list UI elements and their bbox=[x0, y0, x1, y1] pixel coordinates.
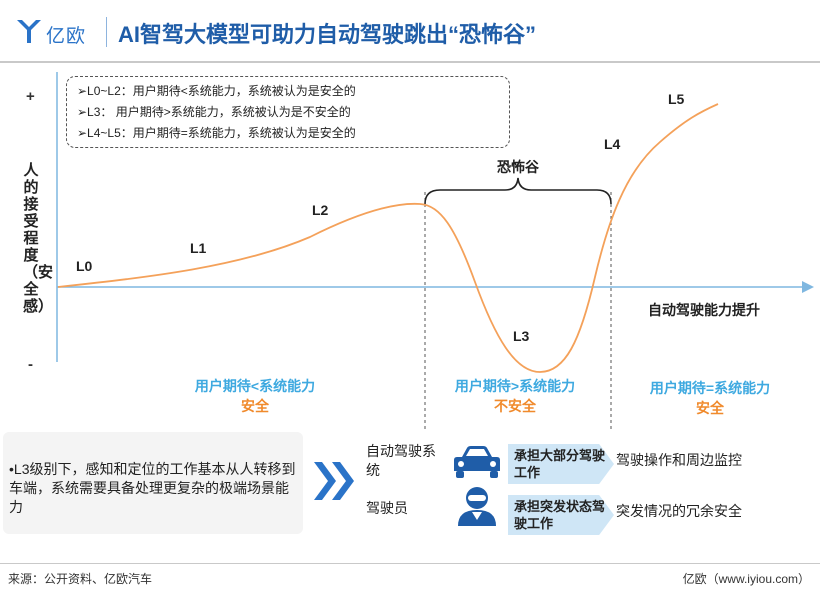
role-driver: 驾驶员 bbox=[366, 500, 408, 516]
zone-unsafe-status: 不安全 bbox=[494, 398, 536, 414]
zone-safe-low-status: 安全 bbox=[241, 398, 269, 414]
chevron-right-icon bbox=[314, 462, 354, 500]
y-axis-minus: - bbox=[28, 356, 33, 373]
legend-item-l4-l5: ➢L4~L5：用户期待=系统能力，系统被认为是安全的 bbox=[77, 126, 356, 140]
tag-system-duty: 承担大部分驾驶工作 bbox=[508, 444, 614, 484]
legend-box: ➢L0~L2：用户期待<系统能力，系统被认为是安全的 ➢L3： 用户期待>系统能… bbox=[66, 76, 510, 148]
y-axis-plus: + bbox=[26, 88, 35, 105]
logo-text: 亿欧 bbox=[46, 26, 87, 47]
acceptance-chart bbox=[56, 72, 814, 432]
zone-safe-low-condition: 用户期待<系统能力 bbox=[194, 378, 316, 394]
zone-safe-high-condition: 用户期待=系统能力 bbox=[649, 380, 771, 396]
acceptance-curve bbox=[57, 103, 719, 373]
header-divider bbox=[106, 17, 107, 47]
level-label-l1: L1 bbox=[190, 240, 207, 256]
l3-note-panel: •L3级别下，感知和定位的工作基本从人转移到车端，系统需要具备处理更复杂的极端场… bbox=[3, 432, 303, 534]
tag-driver-duty: 承担突发状态驾驶工作 bbox=[508, 495, 614, 535]
zone-safe-high-status: 安全 bbox=[696, 400, 724, 416]
driver-icon bbox=[458, 487, 496, 526]
task-driver: 突发情况的冗余安全 bbox=[616, 503, 742, 519]
header-rule bbox=[0, 61, 820, 63]
l3-note-text: •L3级别下，感知和定位的工作基本从人转移到车端，系统需要具备处理更复杂的极端场… bbox=[9, 461, 296, 515]
level-label-l3: L3 bbox=[513, 328, 530, 344]
header: 亿欧 AI智驾大模型可助力自动驾驶跳出“恐怖谷” bbox=[0, 0, 820, 63]
zone-safe-low: 用户期待<系统能力 安全 bbox=[170, 376, 340, 416]
level-label-l5: L5 bbox=[668, 91, 685, 107]
role-system: 自动驾驶系统 bbox=[366, 443, 436, 478]
legend-item-l0-l2: ➢L0~L2：用户期待<系统能力，系统被认为是安全的 bbox=[77, 84, 356, 98]
source-note: 来源：公开资料、亿欧汽车 bbox=[8, 572, 153, 586]
page-title: AI智驾大模型可助力自动驾驶跳出“恐怖谷” bbox=[118, 22, 537, 47]
y-axis-label: 人的接受程度（安全感） bbox=[23, 162, 54, 315]
footer-rule bbox=[0, 563, 820, 564]
car-icon bbox=[454, 446, 500, 478]
brand-logo[interactable]: 亿欧 bbox=[14, 16, 100, 47]
valley-label: 恐怖谷 bbox=[497, 159, 539, 175]
level-label-l4: L4 bbox=[604, 136, 621, 152]
logo-icon bbox=[17, 20, 41, 43]
x-axis-label: 自动驾驶能力提升 bbox=[648, 302, 760, 318]
zone-unsafe-condition: 用户期待>系统能力 bbox=[454, 378, 576, 394]
level-label-l2: L2 bbox=[312, 202, 329, 218]
footer-brand: 亿欧（www.iyiou.com） bbox=[682, 572, 810, 586]
legend-item-l3: ➢L3： 用户期待>系统能力，系统被认为是不安全的 bbox=[77, 105, 351, 119]
zone-unsafe: 用户期待>系统能力 不安全 bbox=[430, 376, 600, 416]
valley-bracket bbox=[424, 177, 612, 205]
task-system: 驾驶操作和周边监控 bbox=[616, 452, 742, 468]
zone-safe-high: 用户期待=系统能力 安全 bbox=[625, 378, 795, 418]
level-label-l0: L0 bbox=[76, 258, 93, 274]
